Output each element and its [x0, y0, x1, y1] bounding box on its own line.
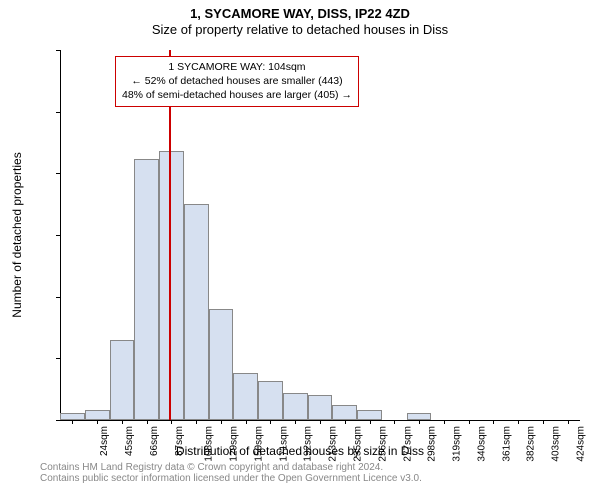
- x-tick-mark: [171, 420, 172, 424]
- x-tick-mark: [147, 420, 148, 424]
- info-box: 1 SYCAMORE WAY: 104sqm ← 52% of detached…: [115, 56, 359, 107]
- x-tick-label: 192sqm: [303, 426, 314, 462]
- y-tick-label: 0: [0, 414, 54, 426]
- footnote-line: Contains HM Land Registry data © Crown c…: [40, 462, 422, 473]
- y-tick-label: 50: [0, 352, 54, 364]
- y-tick-label: 200: [0, 167, 54, 179]
- x-tick-mark: [568, 420, 569, 424]
- x-tick-label: 171sqm: [278, 426, 289, 462]
- histogram-bar: [357, 410, 382, 420]
- histogram-bar: [407, 413, 432, 420]
- x-tick-label: 87sqm: [174, 426, 185, 456]
- histogram-bar: [209, 309, 234, 420]
- x-tick-mark: [97, 420, 98, 424]
- x-tick-mark: [419, 420, 420, 424]
- x-tick-mark: [320, 420, 321, 424]
- x-tick-mark: [122, 420, 123, 424]
- x-tick-label: 424sqm: [575, 426, 586, 462]
- x-tick-mark: [295, 420, 296, 424]
- x-tick-label: 108sqm: [204, 426, 215, 462]
- x-tick-label: 298sqm: [427, 426, 438, 462]
- x-tick-label: 382sqm: [526, 426, 537, 462]
- x-tick-mark: [493, 420, 494, 424]
- histogram-bar: [134, 159, 159, 420]
- chart-title-main: 1, SYCAMORE WAY, DISS, IP22 4ZD: [0, 0, 600, 21]
- x-tick-label: 340sqm: [476, 426, 487, 462]
- info-box-line: ← 52% of detached houses are smaller (44…: [122, 74, 352, 88]
- x-tick-label: 129sqm: [229, 426, 240, 462]
- x-tick-label: 213sqm: [328, 426, 339, 462]
- x-tick-mark: [370, 420, 371, 424]
- chart-title-sub: Size of property relative to detached ho…: [0, 21, 600, 37]
- x-tick-mark: [518, 420, 519, 424]
- x-tick-label: 319sqm: [452, 426, 463, 462]
- histogram-bar: [283, 393, 308, 420]
- x-tick-label: 277sqm: [402, 426, 413, 462]
- histogram-bar: [184, 204, 209, 420]
- x-tick-mark: [270, 420, 271, 424]
- x-tick-label: 403sqm: [551, 426, 562, 462]
- x-tick-mark: [444, 420, 445, 424]
- histogram-bar: [85, 410, 110, 420]
- y-tick-label: 150: [0, 229, 54, 241]
- x-tick-label: 256sqm: [377, 426, 388, 462]
- x-tick-mark: [196, 420, 197, 424]
- histogram-bar: [110, 340, 135, 420]
- y-tick-mark: [56, 420, 60, 421]
- x-tick-mark: [345, 420, 346, 424]
- x-tick-label: 45sqm: [124, 426, 135, 456]
- histogram-bar: [233, 373, 258, 420]
- footnote: Contains HM Land Registry data © Crown c…: [40, 462, 422, 484]
- histogram-bar: [308, 395, 333, 420]
- x-tick-mark: [394, 420, 395, 424]
- y-tick-label: 300: [0, 44, 54, 56]
- x-tick-label: 24sqm: [99, 426, 110, 456]
- x-tick-mark: [72, 420, 73, 424]
- histogram-bar: [258, 381, 283, 420]
- footnote-line: Contains public sector information licen…: [40, 473, 422, 484]
- x-tick-mark: [469, 420, 470, 424]
- y-tick-label: 250: [0, 106, 54, 118]
- x-tick-label: 66sqm: [149, 426, 160, 456]
- x-tick-label: 150sqm: [254, 426, 265, 462]
- info-box-line: 48% of semi-detached houses are larger (…: [122, 88, 352, 102]
- x-tick-mark: [246, 420, 247, 424]
- x-tick-label: 235sqm: [353, 426, 364, 462]
- info-box-line: 1 SYCAMORE WAY: 104sqm: [122, 60, 352, 74]
- x-tick-label: 361sqm: [501, 426, 512, 462]
- x-tick-mark: [221, 420, 222, 424]
- histogram-bar: [332, 405, 357, 420]
- y-tick-label: 100: [0, 291, 54, 303]
- histogram-bar: [159, 151, 184, 420]
- chart-container: 1, SYCAMORE WAY, DISS, IP22 4ZD Size of …: [0, 0, 600, 500]
- histogram-bar: [60, 413, 85, 420]
- x-tick-mark: [543, 420, 544, 424]
